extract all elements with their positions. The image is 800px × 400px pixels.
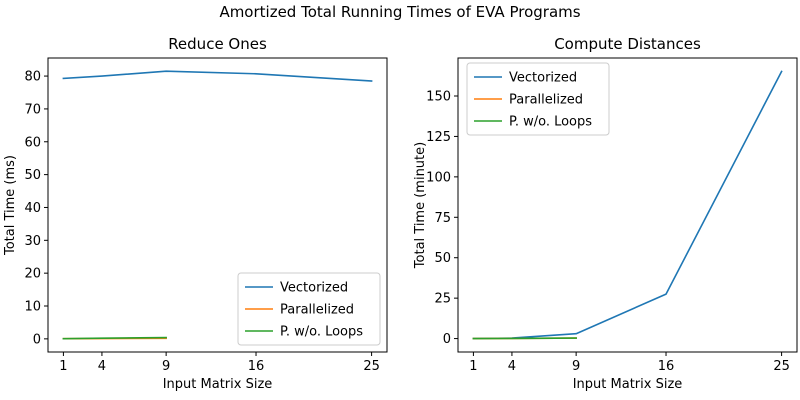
legend-label: Parallelized <box>280 303 354 318</box>
x-tick-label: 9 <box>572 359 580 374</box>
chart-title: Compute Distances <box>554 35 701 53</box>
y-tick-label: 20 <box>24 267 41 282</box>
x-tick-label: 16 <box>248 359 265 374</box>
x-tick-label: 25 <box>363 359 380 374</box>
legend-box <box>466 62 610 136</box>
y-tick-label: 80 <box>24 70 41 85</box>
y-tick-label: 0 <box>443 332 451 347</box>
x-tick-label: 16 <box>658 359 675 374</box>
y-tick-label: 40 <box>24 201 41 216</box>
y-tick-label: 25 <box>434 292 451 307</box>
series-line-vectorized <box>62 70 373 82</box>
x-tick-label: 1 <box>59 359 67 374</box>
chart-title: Reduce Ones <box>168 35 267 53</box>
y-axis-label: Total Time (minute) <box>413 142 428 269</box>
chart-reduce-ones: Reduce Ones 1 4 9 16 25 0 10 20 30 40 50 60 70 80 Input… <box>3 35 388 392</box>
y-tick-label: 50 <box>434 251 451 266</box>
y-tick-label: 125 <box>426 130 451 145</box>
y-tick-label: 30 <box>24 234 41 249</box>
y-axis-label: Total Time (ms) <box>3 155 18 256</box>
plot-frame <box>457 57 798 353</box>
y-tick-label: 60 <box>24 135 41 150</box>
x-tick-label: 25 <box>773 359 790 374</box>
x-tick-label: 1 <box>469 359 477 374</box>
y-tick-label: 50 <box>24 168 41 183</box>
x-tick-label: 4 <box>508 359 516 374</box>
y-tick-label: 150 <box>426 90 451 105</box>
figure-title: Amortized Total Running Times of EVA Pro… <box>219 3 580 21</box>
y-tick-label: 70 <box>24 102 41 117</box>
y-tick-label: 75 <box>434 211 451 226</box>
x-tick-label: 9 <box>162 359 170 374</box>
legend-label: Parallelized <box>509 93 583 108</box>
legend-label: P. w/o. Loops <box>280 325 363 340</box>
plot-frame <box>47 57 388 353</box>
y-tick-label: 100 <box>426 170 451 185</box>
legend-label: P. w/o. Loops <box>509 115 592 130</box>
x-axis-label: Input Matrix Size <box>573 377 683 392</box>
y-tick-label: 0 <box>33 332 41 347</box>
y-tick-label: 10 <box>24 300 41 315</box>
legend: Vectorized Parallelized P. w/o. Loops <box>466 62 610 136</box>
series-line-p-w-o-loops <box>62 336 167 340</box>
legend: Vectorized Parallelized P. w/o. Loops <box>237 272 381 346</box>
x-axis-label: Input Matrix Size <box>163 377 273 392</box>
legend-label: Vectorized <box>509 71 577 86</box>
x-tick-label: 4 <box>98 359 106 374</box>
legend-label: Vectorized <box>280 281 348 296</box>
legend-box <box>237 272 381 346</box>
chart-compute-distances: Compute Distances 1 4 9 16 25 0 25 50 75 100 125 150… <box>413 35 798 392</box>
